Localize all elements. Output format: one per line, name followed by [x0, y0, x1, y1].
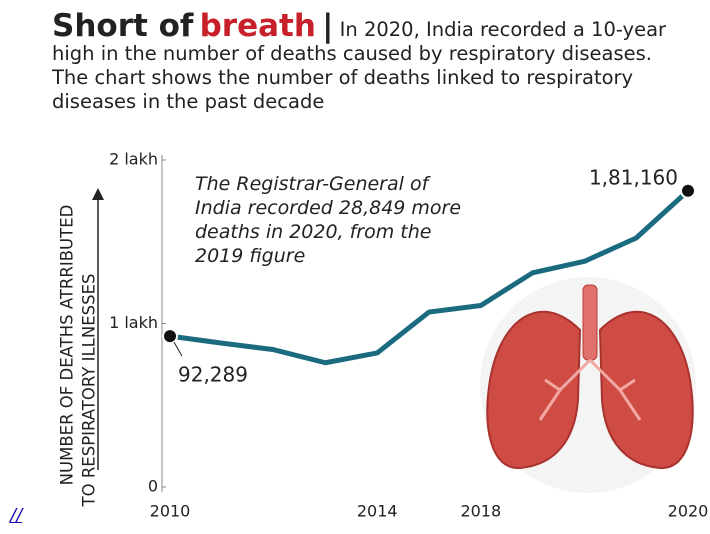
leader [174, 342, 182, 356]
y-label: TO RESPIRATORY ILLNESSES [80, 274, 99, 508]
value-label: 1,81,160 [589, 165, 678, 189]
lungs-illustration [480, 277, 696, 493]
header: Short of breath | In 2020, India recorde… [52, 14, 692, 114]
y-label: NUMBER OF DEATHS ATRRIBUTED [58, 205, 77, 486]
x-tick-label: 2018 [460, 502, 501, 521]
y-tick-label: 0 [148, 477, 158, 496]
page: NUMBER OF DEATHS ATRRIBUTED TO RESPIRATO… [0, 0, 710, 534]
annotation: The Registrar-General of India recorded … [195, 172, 480, 268]
title-highlight: breath [200, 8, 316, 44]
end-point [163, 329, 177, 343]
x-tick-label: 2014 [357, 502, 398, 521]
y-tick-label: 1 lakh [109, 313, 158, 332]
x-tick-label: 2020 [668, 502, 709, 521]
y-arrow-head [92, 188, 104, 200]
end-point [681, 184, 695, 198]
link[interactable]: // [10, 505, 22, 526]
separator: | [322, 8, 333, 44]
value-label: 92,289 [178, 363, 248, 387]
y-tick-label: 2 lakh [109, 150, 158, 169]
title: Short of [52, 8, 193, 44]
x-tick-label: 2010 [150, 502, 191, 521]
